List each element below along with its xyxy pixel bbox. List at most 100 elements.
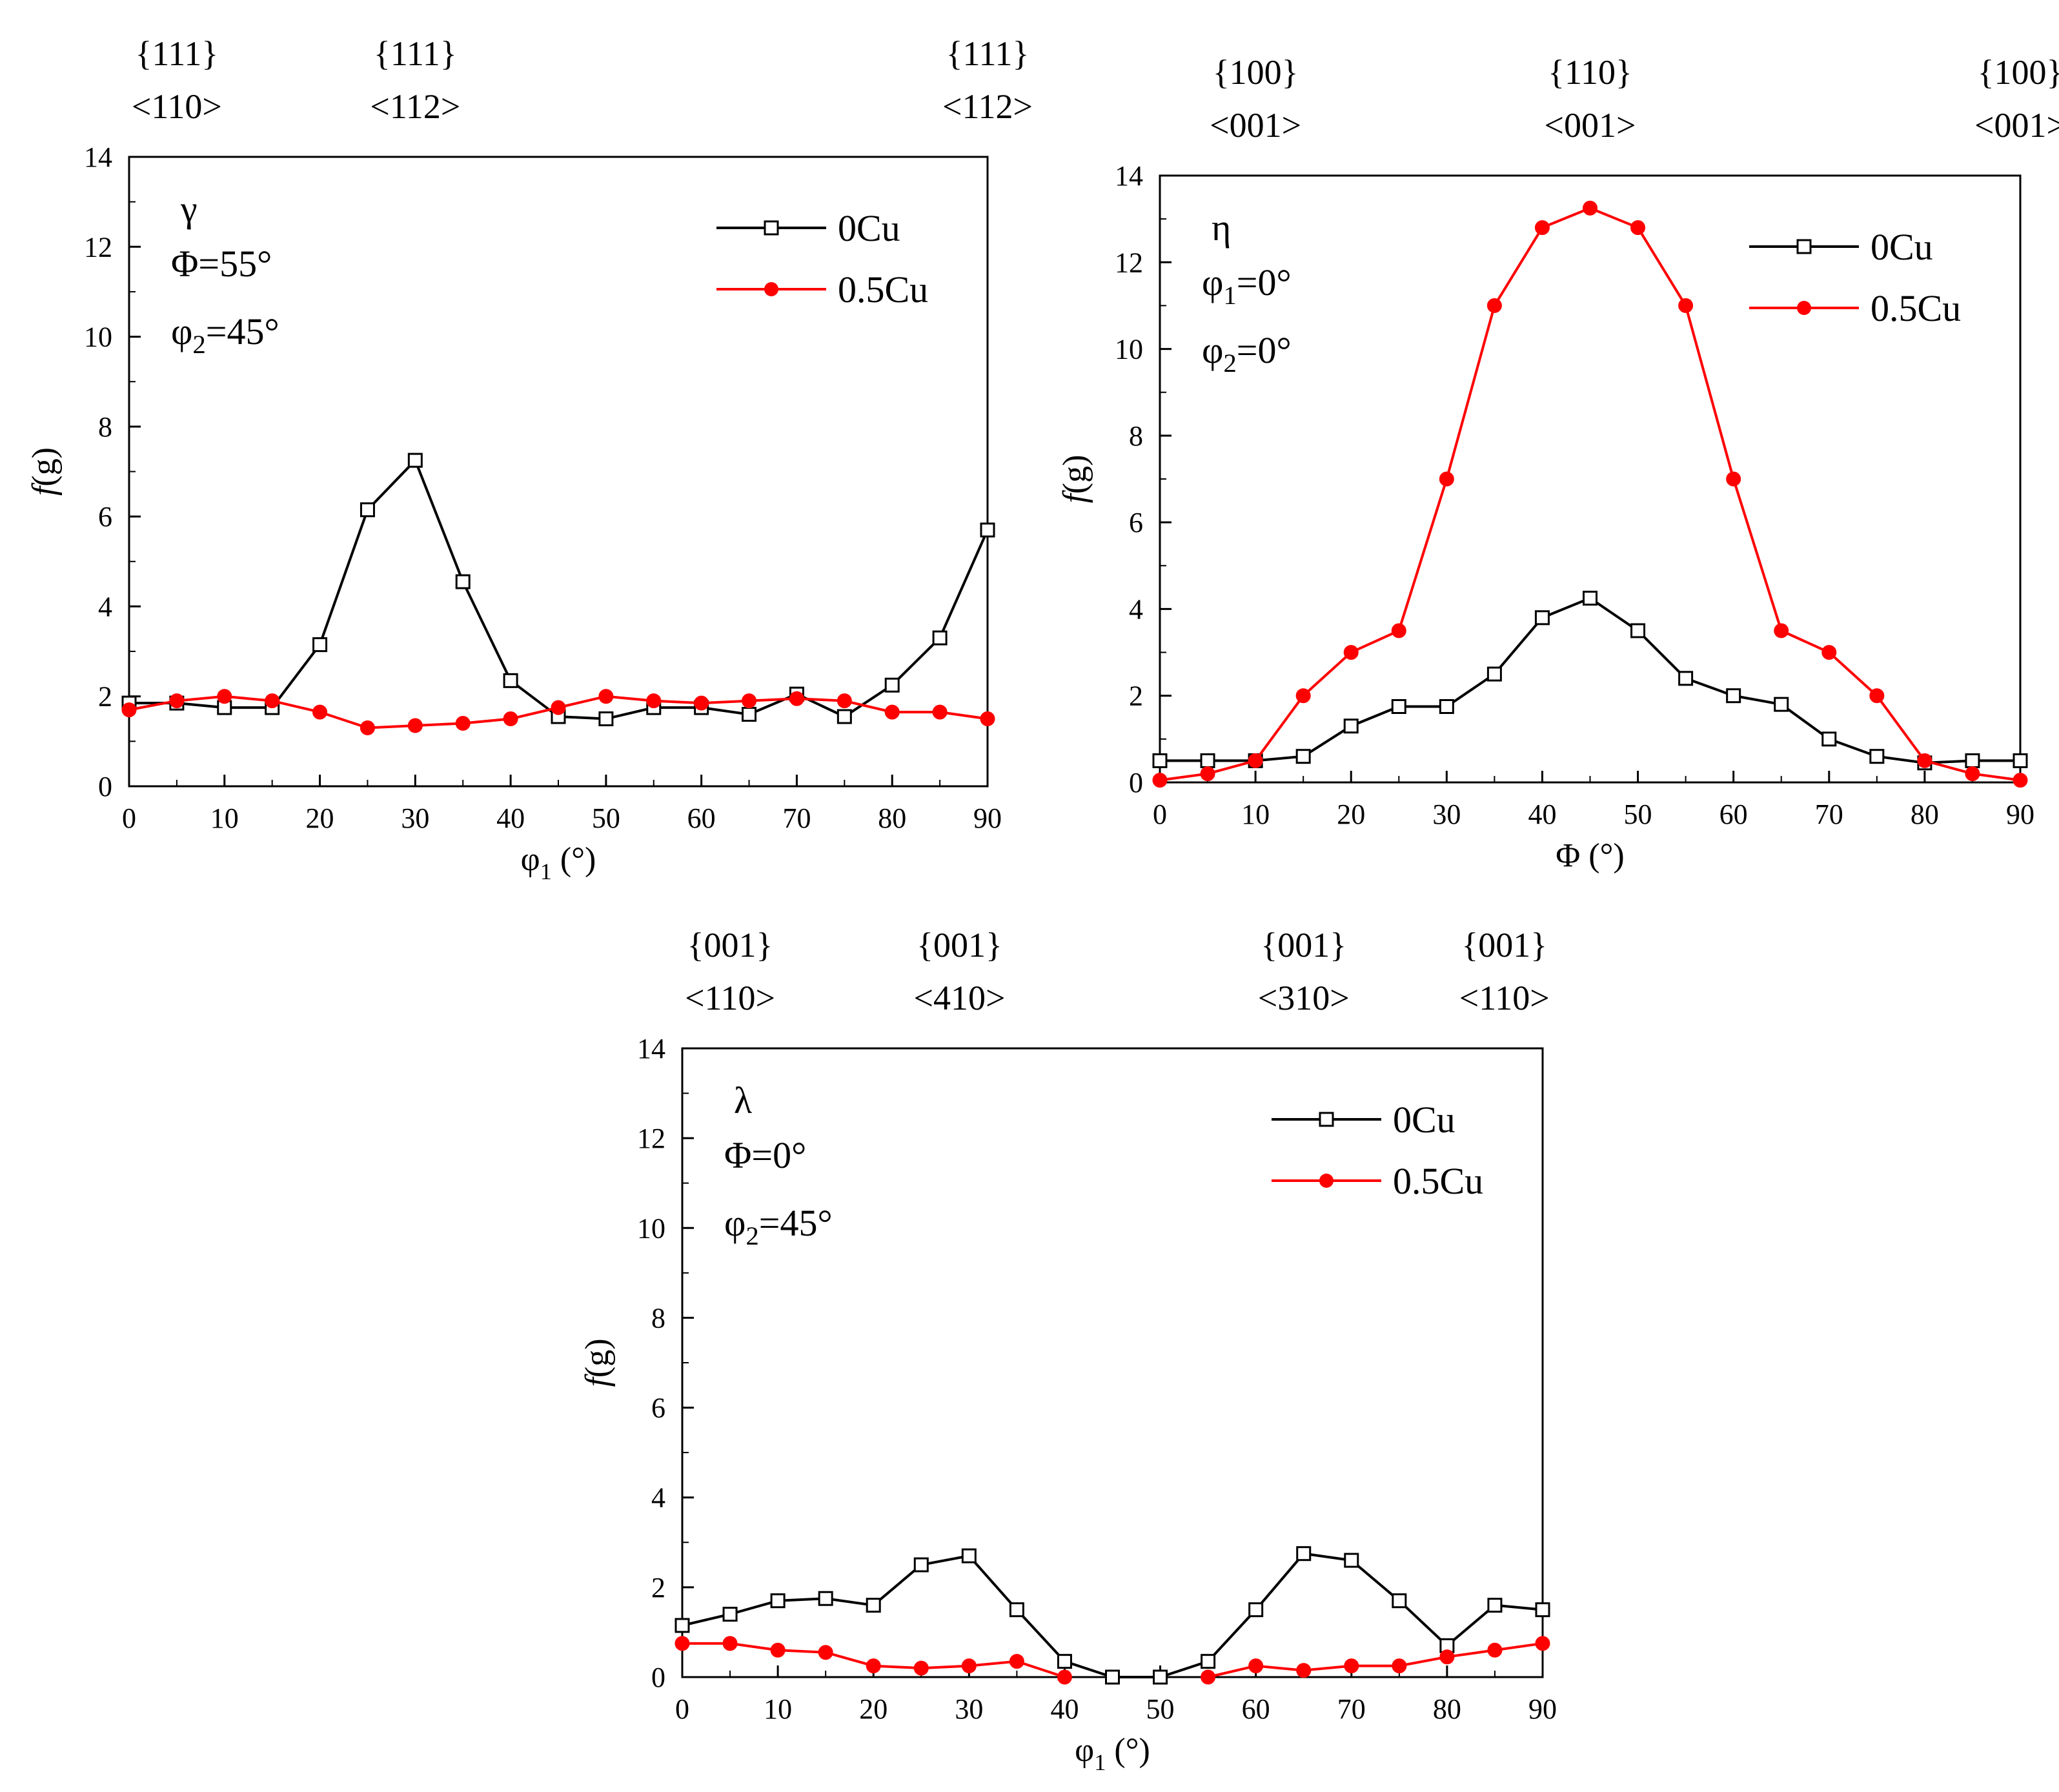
y-tick-label: 0	[98, 771, 112, 802]
data-point	[265, 693, 280, 709]
data-point	[1965, 753, 1980, 768]
series-0Cu	[121, 453, 995, 727]
series-line	[129, 458, 989, 720]
data-point	[1439, 699, 1454, 714]
x-tick-label: 50	[1146, 1693, 1175, 1725]
y-tick-label: 8	[98, 411, 112, 443]
y-tick-label: 8	[1129, 420, 1143, 452]
series-line	[1160, 596, 2020, 764]
x-axis-title: φ1 (°)	[521, 841, 596, 884]
texture-direction-label: <112>	[942, 87, 1033, 126]
data-point	[1343, 645, 1359, 660]
legend-label: 0.5Cu	[1871, 287, 1961, 329]
y-tick-label: 6	[651, 1392, 665, 1424]
data-point	[217, 689, 232, 704]
data-point	[1726, 471, 1741, 487]
y-tick-label: 10	[1115, 334, 1143, 365]
data-point	[2013, 753, 2028, 768]
x-tick-label: 90	[973, 802, 1002, 834]
data-point	[818, 1645, 833, 1660]
x-axis-title: Φ (°)	[1556, 837, 1624, 874]
y-tick-label: 12	[637, 1123, 665, 1154]
legend-marker	[1797, 301, 1811, 315]
panel-angle-2: φ2=45°	[724, 1202, 833, 1250]
x-tick-label: 80	[1911, 799, 1939, 830]
panel-angle-2: φ2=0°	[1202, 329, 1292, 378]
data-point	[2013, 773, 2028, 788]
data-point	[932, 704, 948, 720]
series-0Cu	[674, 1546, 1550, 1685]
data-point	[407, 453, 423, 468]
data-point	[312, 704, 328, 720]
x-tick-label: 20	[1337, 799, 1365, 830]
data-point	[722, 1607, 738, 1622]
legend-marker	[764, 220, 779, 236]
data-point	[1392, 1658, 1407, 1674]
data-point	[1678, 671, 1694, 686]
legend-label: 0Cu	[1393, 1099, 1456, 1141]
legend-marker	[1319, 1174, 1334, 1188]
data-point	[1630, 220, 1646, 236]
data-point	[1391, 623, 1406, 638]
data-point	[722, 1636, 738, 1651]
data-point	[1535, 1602, 1550, 1618]
x-tick-label: 70	[782, 802, 811, 834]
x-tick-label: 0	[122, 802, 136, 834]
panel-angle-1: Φ=0°	[724, 1134, 806, 1176]
x-tick-label: 30	[955, 1693, 983, 1725]
data-point	[598, 711, 614, 727]
y-tick-label: 2	[651, 1572, 665, 1604]
x-tick-label: 50	[1624, 799, 1652, 830]
x-tick-label: 60	[1719, 799, 1748, 830]
x-tick-label: 10	[210, 802, 239, 834]
data-point	[1487, 1598, 1503, 1613]
data-point	[1583, 591, 1598, 606]
data-point	[1343, 718, 1359, 734]
data-point	[1583, 200, 1598, 216]
data-point	[598, 689, 614, 704]
y-tick-label: 14	[1115, 160, 1143, 192]
data-point	[1200, 766, 1215, 782]
data-point	[980, 711, 995, 727]
x-tick-label: 70	[1337, 1693, 1366, 1725]
data-point	[455, 574, 471, 589]
data-point	[1295, 749, 1311, 764]
y-tick-label: 6	[98, 501, 112, 533]
y-tick-label: 2	[98, 681, 112, 713]
y-tick-label: 12	[84, 231, 112, 263]
texture-plane-label: {001}	[1461, 926, 1547, 964]
data-point	[1726, 688, 1741, 704]
data-point	[961, 1548, 977, 1563]
chart-panel-eta: 0 10 20 30 40 50 60 70 80 90 0 2 4 6 8 10 12 14 Φ (°) f(g) {…	[1057, 53, 2059, 874]
fiber-name: η	[1212, 207, 1231, 249]
data-point	[312, 637, 328, 653]
data-point	[674, 1636, 690, 1651]
texture-plane-label: {111}	[946, 34, 1030, 73]
data-point	[884, 677, 900, 693]
data-point	[837, 709, 852, 724]
texture-direction-label: <310>	[1258, 979, 1350, 1017]
x-tick-label: 40	[1050, 1693, 1079, 1725]
data-point	[1200, 753, 1215, 768]
x-tick-label: 30	[1432, 799, 1461, 830]
texture-plane-label: {100}	[1978, 53, 2059, 92]
texture-plane-label: {001}	[687, 926, 773, 964]
data-point	[789, 691, 804, 706]
data-point	[1248, 1602, 1264, 1618]
plot-frame	[681, 1047, 1544, 1678]
data-point	[1152, 773, 1168, 788]
data-point	[961, 1658, 977, 1674]
data-point	[837, 693, 852, 709]
data-point	[503, 711, 518, 727]
data-point	[121, 702, 137, 718]
panel-angle-1: Φ=55°	[171, 243, 272, 285]
panel-angle-2: φ2=45°	[171, 311, 279, 359]
legend-label: 0Cu	[1871, 226, 1933, 268]
chart-panel-lambda: 0 10 20 30 40 50 60 70 80 90 0 2 4 6 8 10 12 14 φ1 (°) f(g)…	[579, 926, 1557, 1775]
x-axis-title: φ1 (°)	[1075, 1732, 1150, 1775]
data-point	[1487, 1642, 1503, 1658]
texture-plane-label: {001}	[1261, 926, 1346, 964]
x-tick-label: 30	[401, 802, 429, 834]
data-point	[360, 720, 375, 735]
